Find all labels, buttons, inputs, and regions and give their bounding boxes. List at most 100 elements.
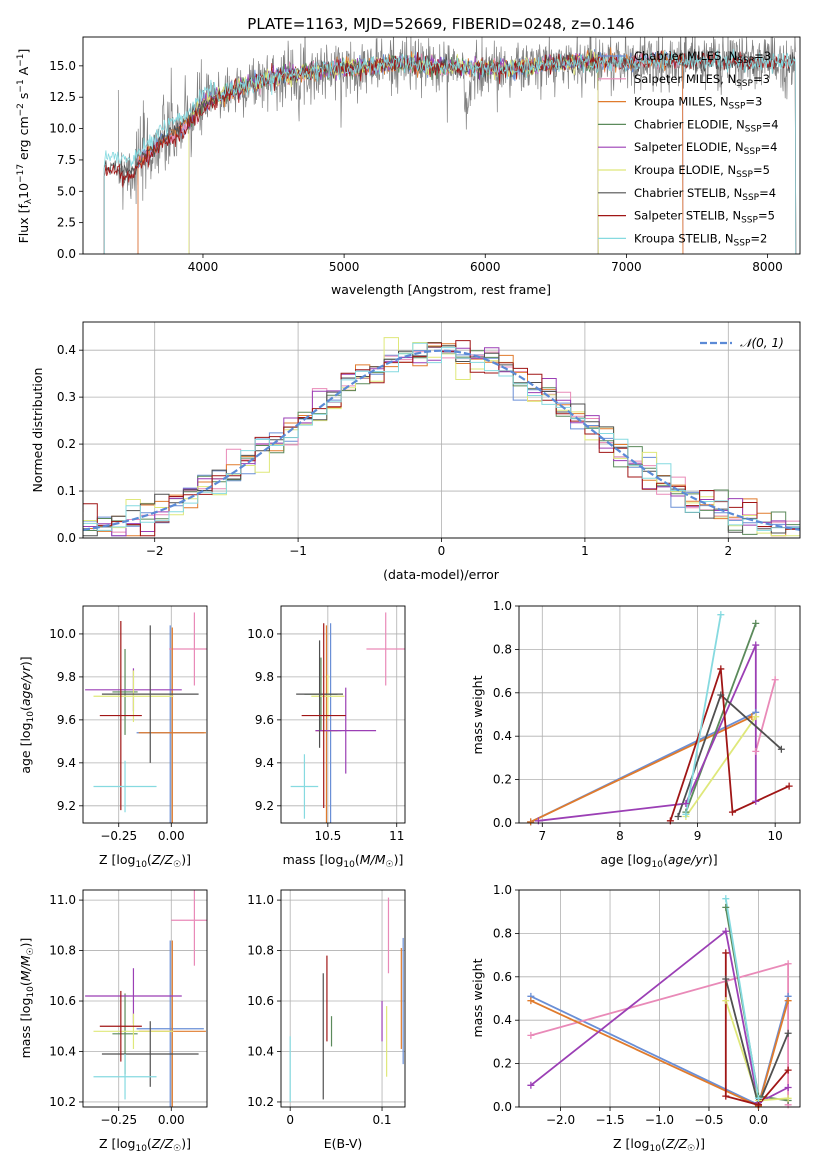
axes-frame bbox=[518, 605, 801, 824]
y-tick-label: 10.2 bbox=[49, 1095, 76, 1109]
panel-mw-age: 7 8 9 10 0.0 0.2 0.4 0.6 0.8 1.0 age [log10(age/yr… bbox=[470, 599, 801, 870]
y-tick-label: 10.0 bbox=[49, 122, 76, 136]
legend-label: Chabrier STELIB, NSSP=4 bbox=[634, 186, 776, 203]
y-tick-label: 0.2 bbox=[493, 1057, 512, 1071]
x-tick-label: 8000 bbox=[752, 260, 783, 274]
y-tick-label: 11.0 bbox=[49, 893, 76, 907]
x-tick-label: 8 bbox=[616, 829, 624, 843]
y-tick-label: 0.2 bbox=[493, 773, 512, 787]
data-point-marker bbox=[752, 747, 760, 755]
plot-area bbox=[103, 37, 797, 254]
y-tick-label: 15.0 bbox=[49, 59, 76, 73]
model-spectrum bbox=[188, 49, 599, 254]
x-tick-label: −0.25 bbox=[100, 1113, 137, 1127]
data-point-marker bbox=[722, 1092, 730, 1100]
data-point-marker bbox=[527, 1031, 535, 1039]
axes-frame bbox=[280, 889, 406, 1108]
y-tick-label: 10.0 bbox=[247, 627, 274, 641]
series-line bbox=[685, 716, 757, 818]
x-tick-label: 6000 bbox=[470, 260, 501, 274]
axes-frame bbox=[280, 605, 406, 824]
series-line bbox=[530, 929, 789, 1105]
x-axis-label: E(B-V) bbox=[324, 1136, 363, 1151]
y-tick-label: 0.4 bbox=[493, 729, 512, 743]
y-tick-label: 0.0 bbox=[493, 816, 512, 830]
x-tick-label: 1 bbox=[581, 544, 589, 558]
model-spectrum bbox=[103, 48, 797, 254]
y-tick-label: 0.0 bbox=[493, 1100, 512, 1114]
y-tick-label: 9.8 bbox=[255, 670, 274, 684]
legend-label: Chabrier MILES, NSSP=3 bbox=[634, 49, 771, 66]
y-tick-label: 9.8 bbox=[57, 670, 76, 684]
x-tick-label: 5000 bbox=[329, 260, 360, 274]
data-point-marker bbox=[784, 1083, 792, 1091]
series-line bbox=[669, 668, 790, 822]
x-axis-label: Z [log10(Z/Z☉)] bbox=[99, 1136, 191, 1154]
data-point-marker bbox=[717, 611, 725, 619]
x-tick-label: 7 bbox=[538, 829, 546, 843]
x-tick-label: 10 bbox=[768, 829, 783, 843]
panel-age-mass: 10.5 11 9.2 9.4 9.6 9.8 10.0 mass [log10(M/M☉)] bbox=[247, 605, 406, 870]
x-tick-label: −2 bbox=[146, 544, 164, 558]
x-tick-label: 4000 bbox=[188, 260, 219, 274]
series-line bbox=[724, 907, 789, 1102]
panel-mass-EBV: 0 0.1 10.2 10.4 10.6 10.8 11.0 E(B-V) bbox=[247, 889, 406, 1151]
x-tick-label: 0.00 bbox=[158, 829, 185, 843]
x-tick-label: −1.5 bbox=[595, 1113, 624, 1127]
model-spectrum bbox=[103, 50, 797, 254]
x-axis-label: mass [log10(M/M☉)] bbox=[283, 852, 404, 870]
y-tick-label: 0.3 bbox=[57, 390, 76, 404]
data-point-marker bbox=[682, 810, 690, 818]
legend: Chabrier MILES, NSSP=3 Salpeter MILES, NS… bbox=[598, 49, 779, 248]
plot-area bbox=[85, 612, 207, 823]
y-tick-label: 2.5 bbox=[57, 216, 76, 230]
x-tick-label: −1 bbox=[289, 544, 307, 558]
data-point-marker bbox=[527, 818, 535, 826]
y-tick-label: 10.6 bbox=[49, 994, 76, 1008]
axes-frame bbox=[82, 605, 208, 824]
y-tick-label: 0.0 bbox=[57, 247, 76, 261]
x-axis-label: Z [log10(Z/Z☉)] bbox=[99, 852, 191, 870]
y-tick-label: 9.6 bbox=[255, 713, 274, 727]
data-point-marker bbox=[752, 797, 760, 805]
data-point-marker bbox=[752, 619, 760, 627]
plot-area bbox=[530, 614, 790, 823]
legend-label: Salpeter STELIB, NSSP=5 bbox=[634, 209, 775, 226]
data-point-marker bbox=[722, 895, 730, 903]
axes-frame bbox=[518, 889, 801, 1108]
data-point-marker bbox=[722, 997, 730, 1005]
legend-label: Kroupa ELODIE, NSSP=5 bbox=[634, 163, 770, 180]
panel-spectrum: 4000 5000 6000 7000 8000 0.0 2.5 5.0 7.5 10.0 12.5… bbox=[16, 36, 801, 297]
y-tick-label: 9.2 bbox=[255, 799, 274, 813]
data-point-marker bbox=[784, 997, 792, 1005]
plot-area bbox=[85, 890, 207, 1107]
x-tick-label: 0.00 bbox=[158, 1113, 185, 1127]
x-tick-label: 0 bbox=[286, 1113, 294, 1127]
y-axis-label: Normed distribution bbox=[30, 368, 45, 493]
y-axis-label: Flux [fλ10−17 erg cm−2 s−1 A−1] bbox=[16, 49, 34, 244]
data-point-marker bbox=[752, 713, 760, 721]
y-tick-label: 0.8 bbox=[493, 642, 512, 656]
legend-label: Salpeter MILES, NSSP=3 bbox=[634, 72, 770, 89]
data-point-marker bbox=[777, 745, 785, 753]
data-point-marker bbox=[754, 1094, 762, 1102]
data-point-marker bbox=[728, 808, 736, 816]
y-tick-label: 12.5 bbox=[49, 90, 76, 104]
data-point-marker bbox=[722, 903, 730, 911]
x-tick-label: 0 bbox=[438, 544, 446, 558]
x-tick-label: 7000 bbox=[611, 260, 642, 274]
legend-label: Kroupa MILES, NSSP=3 bbox=[634, 95, 762, 112]
y-tick-label: 11.0 bbox=[247, 893, 274, 907]
data-point-marker bbox=[784, 1029, 792, 1037]
x-axis-label: wavelength [Angstrom, rest frame] bbox=[331, 282, 551, 297]
y-tick-label: 1.0 bbox=[493, 599, 512, 613]
axes-frame bbox=[82, 889, 208, 1108]
plot-area bbox=[289, 897, 404, 1102]
data-point-marker bbox=[784, 1066, 792, 1074]
y-tick-label: 9.6 bbox=[57, 713, 76, 727]
panel-age-Z: −0.25 0.00 9.2 9.4 9.6 9.8 10.0 Z [log10(Z/Z☉)]… bbox=[18, 605, 208, 870]
data-point-marker bbox=[674, 812, 682, 820]
x-tick-label: −2.0 bbox=[546, 1113, 575, 1127]
y-tick-label: 10.4 bbox=[49, 1044, 76, 1058]
